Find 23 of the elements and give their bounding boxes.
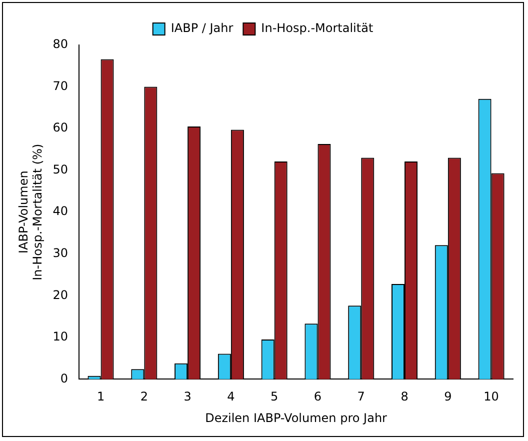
y-tick-label: 10 [52, 330, 68, 344]
x-tick-label: 10 [484, 390, 499, 404]
x-axis-title: Dezilen IABP-Volumen pro Jahr [205, 410, 388, 425]
y-tick-label: 70 [52, 78, 68, 93]
y-axis-title: IABP-Volumen In-Hosp.-Mortalität (%) [16, 144, 45, 280]
y-tick-label: 20 [52, 288, 68, 302]
x-tick-label: 9 [444, 390, 452, 404]
y-tick-label: 60 [52, 120, 68, 135]
y-tick-label: 30 [52, 246, 68, 260]
y-tick-label: 50 [52, 162, 68, 176]
y-tick-label: 0 [60, 371, 68, 386]
legend-label: In-Hosp.-Mortalität [261, 21, 374, 36]
y-tick-label: 80 [52, 37, 68, 52]
legend-label: IABP / Jahr [170, 21, 234, 36]
x-tick-label: 3 [184, 390, 192, 404]
x-tick-label: 1 [96, 390, 105, 404]
x-tick-label: 6 [314, 390, 322, 404]
x-tick-label: 5 [270, 390, 278, 404]
x-tick-label: 2 [140, 390, 148, 404]
x-tick-label: 4 [227, 390, 235, 404]
x-tick-label: 8 [400, 390, 408, 404]
y-tick-label: 40 [52, 204, 68, 218]
x-tick-label: 7 [357, 390, 365, 404]
